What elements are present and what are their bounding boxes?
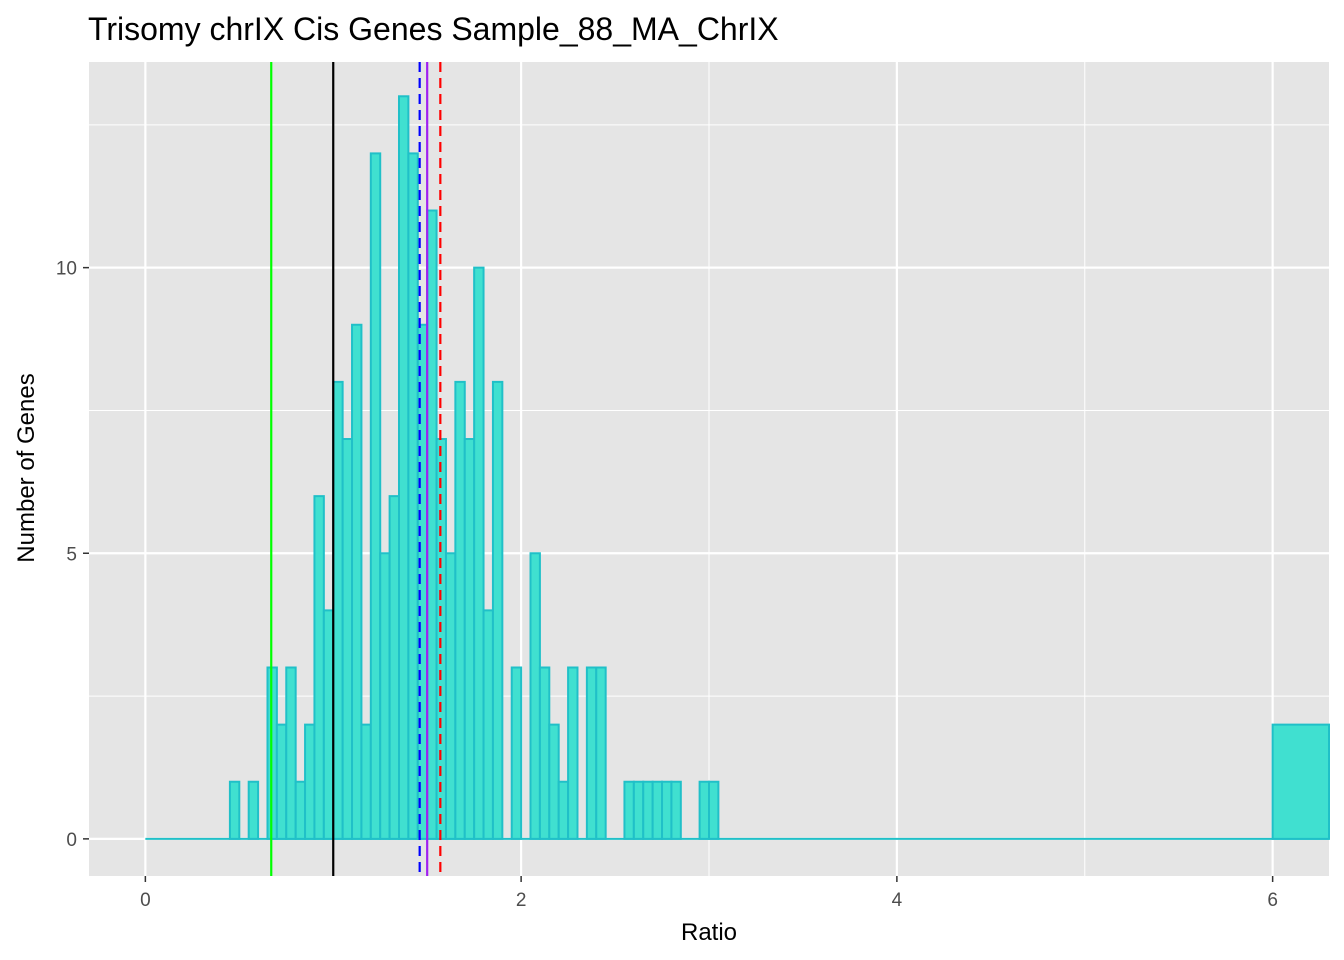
- histogram-bar: [661, 780, 673, 840]
- histogram-bar: [510, 666, 523, 840]
- x-tick-label: 0: [140, 890, 151, 911]
- histogram-bar: [294, 780, 307, 840]
- histogram-bar: [313, 495, 325, 840]
- x-axis: 0 2 4 6: [140, 876, 1278, 911]
- histogram-bar: [228, 780, 241, 840]
- histogram-bar: [444, 552, 457, 840]
- histogram-bar: [304, 723, 316, 840]
- histogram-bar: [275, 723, 288, 840]
- histogram-bar: [482, 609, 494, 840]
- histogram-bar: [538, 666, 551, 840]
- histogram-bar: [285, 666, 297, 840]
- histogram-bar: [567, 666, 579, 840]
- histogram-bar: [454, 380, 466, 840]
- histogram-bar: [473, 266, 485, 840]
- histogram-bar: [623, 780, 635, 840]
- histogram-bar: [341, 438, 354, 840]
- y-tick-label: 5: [66, 544, 77, 565]
- y-axis: 0 5 10: [56, 259, 89, 851]
- histogram-bar: [585, 666, 598, 840]
- histogram-bar: [426, 209, 438, 840]
- histogram-bar: [642, 780, 654, 840]
- x-axis-title: Ratio: [681, 919, 737, 946]
- histogram-bar: [557, 780, 570, 840]
- histogram-bar: [332, 380, 344, 840]
- histogram-bar: [670, 780, 682, 840]
- y-tick-label: 10: [56, 259, 77, 280]
- chart-title: Trisomy chrIX Cis Genes Sample_88_MA_Chr…: [88, 11, 779, 47]
- y-axis-title: Number of Genes: [13, 373, 40, 562]
- histogram-bar: [529, 552, 541, 840]
- histogram-bar: [651, 780, 664, 840]
- histogram-bar: [379, 552, 391, 840]
- histogram-bar: [398, 95, 410, 840]
- y-tick-label: 0: [66, 830, 77, 851]
- x-tick-label: 6: [1267, 890, 1278, 911]
- histogram-bar: [407, 152, 419, 840]
- histogram-bar: [463, 438, 476, 840]
- histogram-overflow-bar: [1271, 723, 1330, 840]
- histogram-bar: [548, 723, 560, 840]
- reference-lines: [270, 62, 442, 876]
- histogram-bar: [708, 780, 720, 840]
- histogram-bar: [595, 666, 607, 840]
- histogram-bar: [632, 780, 645, 840]
- x-tick-label: 4: [892, 890, 903, 911]
- histogram-bar: [351, 323, 363, 840]
- histogram-bars: [145, 95, 1330, 840]
- histogram-bar: [491, 380, 504, 840]
- histogram-bar: [388, 495, 400, 840]
- histogram-bar: [698, 780, 711, 840]
- histogram-bar: [247, 780, 260, 840]
- histogram-bar: [369, 152, 382, 840]
- x-tick-label: 2: [516, 890, 527, 911]
- histogram-bar: [322, 609, 335, 840]
- histogram-bar: [360, 723, 372, 840]
